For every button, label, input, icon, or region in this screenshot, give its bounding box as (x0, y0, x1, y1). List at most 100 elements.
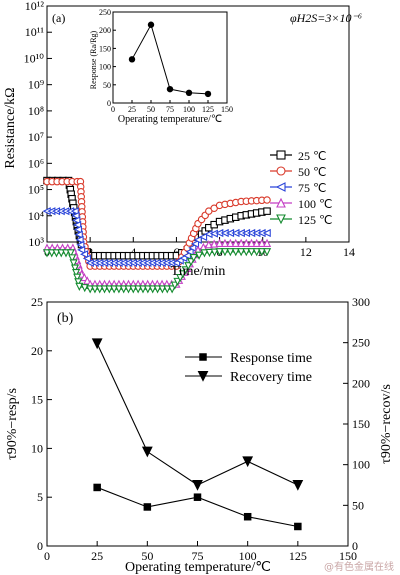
data-point (77, 245, 86, 254)
data-point (72, 269, 81, 278)
panel-b-x-tick-label: 150 (339, 549, 357, 563)
inset-x-tick-label: 50 (147, 105, 155, 114)
data-point (47, 249, 56, 258)
inset-point (166, 85, 174, 93)
panel-b-y-tick-label-right: 50 (352, 498, 364, 512)
data-point (192, 479, 203, 491)
data-point (75, 235, 84, 244)
data-point (186, 258, 196, 267)
data-point (205, 248, 214, 258)
inset-x-tick-label: 0 (111, 105, 115, 114)
panel-a-series (42, 176, 272, 294)
data-point (74, 278, 83, 287)
data-point (263, 207, 271, 215)
panel-a-legend: 25 ℃ 50 ℃ 75 ℃ 100 ℃ 125 ℃ (270, 149, 332, 227)
data-point (189, 254, 198, 263)
data-point (143, 503, 152, 511)
inset-y-tick-label: 0 (107, 99, 111, 108)
panel-b-legend: Response time Recovery time (185, 351, 312, 385)
inset-x-tick-label: 125 (202, 105, 214, 114)
data-point (124, 285, 133, 294)
data-point (73, 225, 83, 234)
legend-entry-4: 125 ℃ (298, 213, 332, 227)
inset-x-tick-label: 150 (221, 105, 233, 114)
inset-chart: 0 25 50 75 100 125 150 0 50 100 150 200 250 Operatin… (89, 8, 233, 125)
panel-b-x-tick-label: 100 (239, 549, 257, 563)
data-point (237, 248, 246, 257)
data-point (153, 285, 162, 294)
data-point (210, 239, 219, 248)
legend-marker (275, 182, 286, 192)
data-point (129, 285, 138, 294)
panel-a-xlabel: Time/min (171, 264, 226, 279)
panel-b-legend-entry-1: Recovery time (230, 370, 312, 385)
panel-b-y-tick-label-left: 0 (37, 539, 43, 553)
data-point (148, 285, 157, 294)
data-point (73, 220, 82, 229)
data-point (185, 247, 194, 256)
data-point (294, 522, 302, 531)
data-point (184, 262, 193, 271)
data-point (182, 251, 191, 260)
inset-y-tick-label: 50 (103, 81, 111, 90)
data-point (243, 512, 252, 521)
inset-y-tick-label: 200 (99, 26, 111, 35)
data-point (237, 238, 246, 247)
panel-a-y-tick-label: 10⁵ (28, 183, 44, 197)
data-point (100, 285, 109, 294)
data-point (194, 251, 204, 260)
legend-marker (276, 166, 286, 176)
panel-b-x-tick-label: 125 (289, 549, 307, 563)
legend-entry-1: 50 ℃ (298, 165, 326, 179)
data-point (79, 250, 89, 259)
panel-b-y-tick-label-right: 300 (352, 295, 370, 309)
legend-marker (199, 353, 207, 361)
panel-a-y-tick-label: 10¹² (25, 0, 45, 13)
data-point (75, 282, 84, 291)
series-line (96, 486, 298, 528)
inset-point (128, 56, 136, 63)
inset-ylabel: Response (Ra/Rg) (89, 30, 98, 89)
inset-x-tick-label: 100 (183, 105, 195, 114)
data-point (193, 235, 202, 245)
inset-y-tick-label: 150 (99, 44, 111, 53)
data-point (292, 479, 304, 491)
data-point (80, 284, 89, 293)
data-point (73, 273, 82, 282)
data-point (252, 238, 261, 247)
inset-x-tick-label: 25 (128, 105, 136, 114)
panel-a-y-tick-label: 10¹⁰ (24, 51, 45, 65)
data-point (215, 238, 224, 247)
legend-entry-3: 100 ℃ (298, 197, 332, 211)
data-point (61, 249, 71, 258)
panel-b-ticks: 0 25 50 75 100 125 150051015202505010015020025… (31, 295, 370, 563)
data-point (70, 264, 80, 273)
panel-b-x-tick-label: 75 (192, 549, 204, 563)
data-point (247, 238, 256, 247)
data-point (181, 266, 190, 275)
data-point (262, 228, 271, 238)
inset-point (147, 21, 155, 28)
watermark: @有色金属在线 (324, 560, 394, 573)
data-point (42, 249, 52, 258)
data-point (70, 207, 79, 216)
data-point (257, 238, 266, 247)
panel-a-annotation: φH2S=3×10⁻⁶ (290, 11, 362, 25)
data-point (71, 211, 80, 220)
data-point (95, 285, 104, 294)
panel-b-ylabel-right: τ90%−recov/s (379, 384, 394, 464)
panel-b-label: (b) (57, 311, 74, 326)
legend-entry-2: 75 ℃ (298, 181, 326, 195)
data-point (114, 285, 123, 294)
panel-b-series-1 (91, 338, 304, 491)
series-2 (42, 207, 271, 267)
data-point (82, 254, 92, 263)
panel-b-y-tick-label-right: 150 (352, 417, 370, 431)
panel-b-y-tick-label-left: 25 (31, 295, 43, 309)
series-4 (42, 248, 272, 294)
data-point (76, 240, 85, 249)
panel-b-x-tick-label: 0 (44, 549, 50, 563)
data-point (57, 249, 66, 258)
data-point (242, 456, 254, 468)
